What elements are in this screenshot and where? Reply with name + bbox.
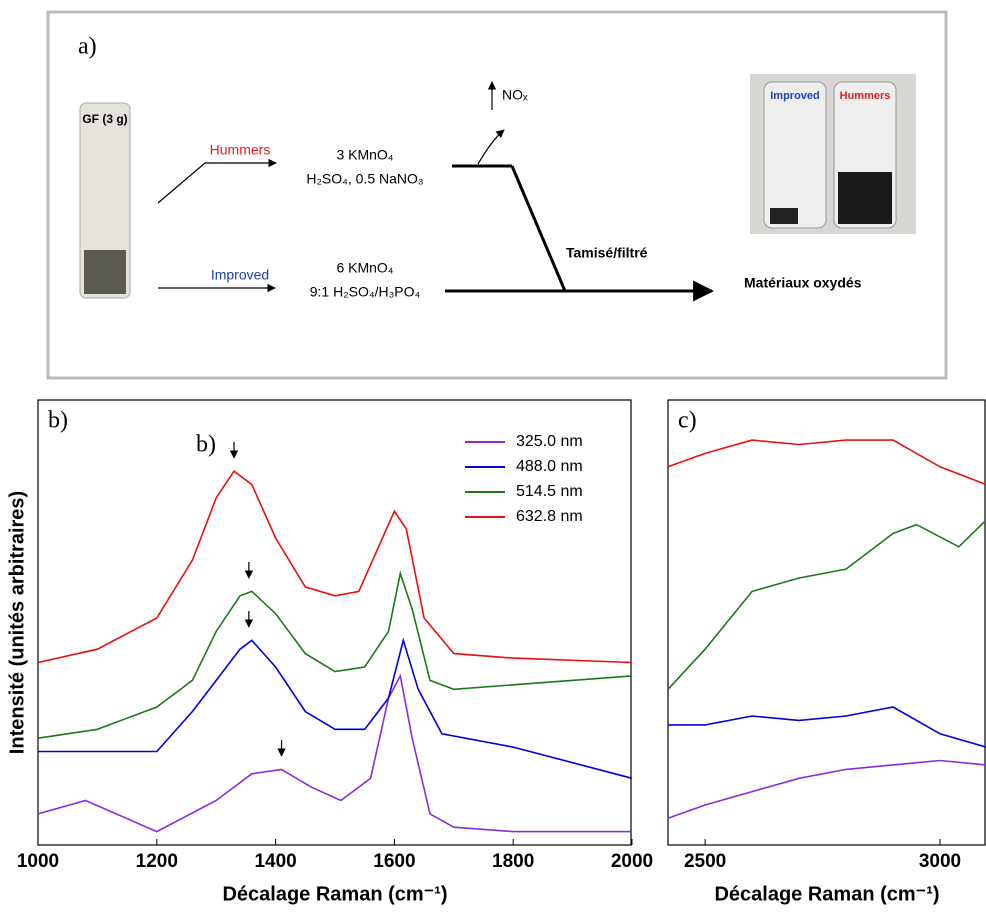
gas-label: NOₓ [502, 87, 528, 103]
x-tick-label: 1400 [254, 851, 296, 872]
vial-label: Hummers [840, 90, 891, 102]
plot-frame [37, 399, 632, 846]
arrow [477, 129, 505, 165]
x-tick-label: 2500 [684, 851, 726, 872]
spectrum [667, 519, 986, 690]
vial-label: Improved [770, 90, 820, 102]
reagent: 3 KMnO₄ [336, 147, 393, 163]
x-axis-label: Décalage Raman (cm⁻¹) [714, 883, 939, 905]
route-label: Hummers [210, 142, 271, 158]
panel-label: b) [48, 408, 68, 434]
plot-frame [667, 399, 986, 846]
panel-label: a) [78, 34, 97, 60]
reagent: H₂SO₄, 0.5 NaNO₃ [306, 171, 423, 187]
legend-label: 514.5 nm [516, 483, 583, 500]
legend-label: 632.8 nm [516, 508, 583, 525]
charts: 1000 1200 1400 1600 1800 2000 b) b) Décalage Ram… [6, 399, 986, 905]
annotation: b) [196, 432, 216, 458]
legend-label: 325.0 nm [516, 433, 583, 450]
flow-line [510, 165, 567, 292]
y-axis-label: Intensité (unités arbitraires) [6, 491, 28, 754]
photo-label: GF (3 g) [82, 112, 127, 126]
reagent: 9:1 H₂SO₄/H₃PO₄ [310, 284, 421, 300]
legend-label: 488.0 nm [516, 458, 583, 475]
photo-gf [79, 102, 131, 299]
arrow [157, 158, 277, 204]
x-tick-label: 1200 [136, 851, 178, 872]
route-label: Improved [211, 267, 269, 283]
spectrum [38, 637, 633, 780]
spectrum [667, 439, 986, 486]
spectrum [37, 570, 633, 739]
x-tick-label: 2000 [611, 851, 653, 872]
x-tick-label: 3000 [919, 851, 961, 872]
spectrum [37, 673, 632, 833]
x-tick-label: 1800 [492, 851, 534, 872]
x-axis-label: Décalage Raman (cm⁻¹) [222, 883, 447, 905]
spectrum [668, 706, 986, 748]
process-label: Tamisé/filtré [566, 245, 648, 261]
vial [763, 81, 827, 229]
panel-label: c) [678, 408, 697, 434]
photo-powder [84, 250, 126, 294]
spectrum [37, 470, 633, 664]
spectrum [667, 759, 986, 820]
vial-content [838, 172, 892, 224]
product-label: Matériaux oxydés [744, 275, 862, 291]
x-tick-label: 1600 [373, 851, 415, 872]
vial-content [770, 208, 798, 224]
reagent: 6 KMnO₄ [336, 260, 393, 276]
x-tick-label: 1000 [17, 851, 59, 872]
